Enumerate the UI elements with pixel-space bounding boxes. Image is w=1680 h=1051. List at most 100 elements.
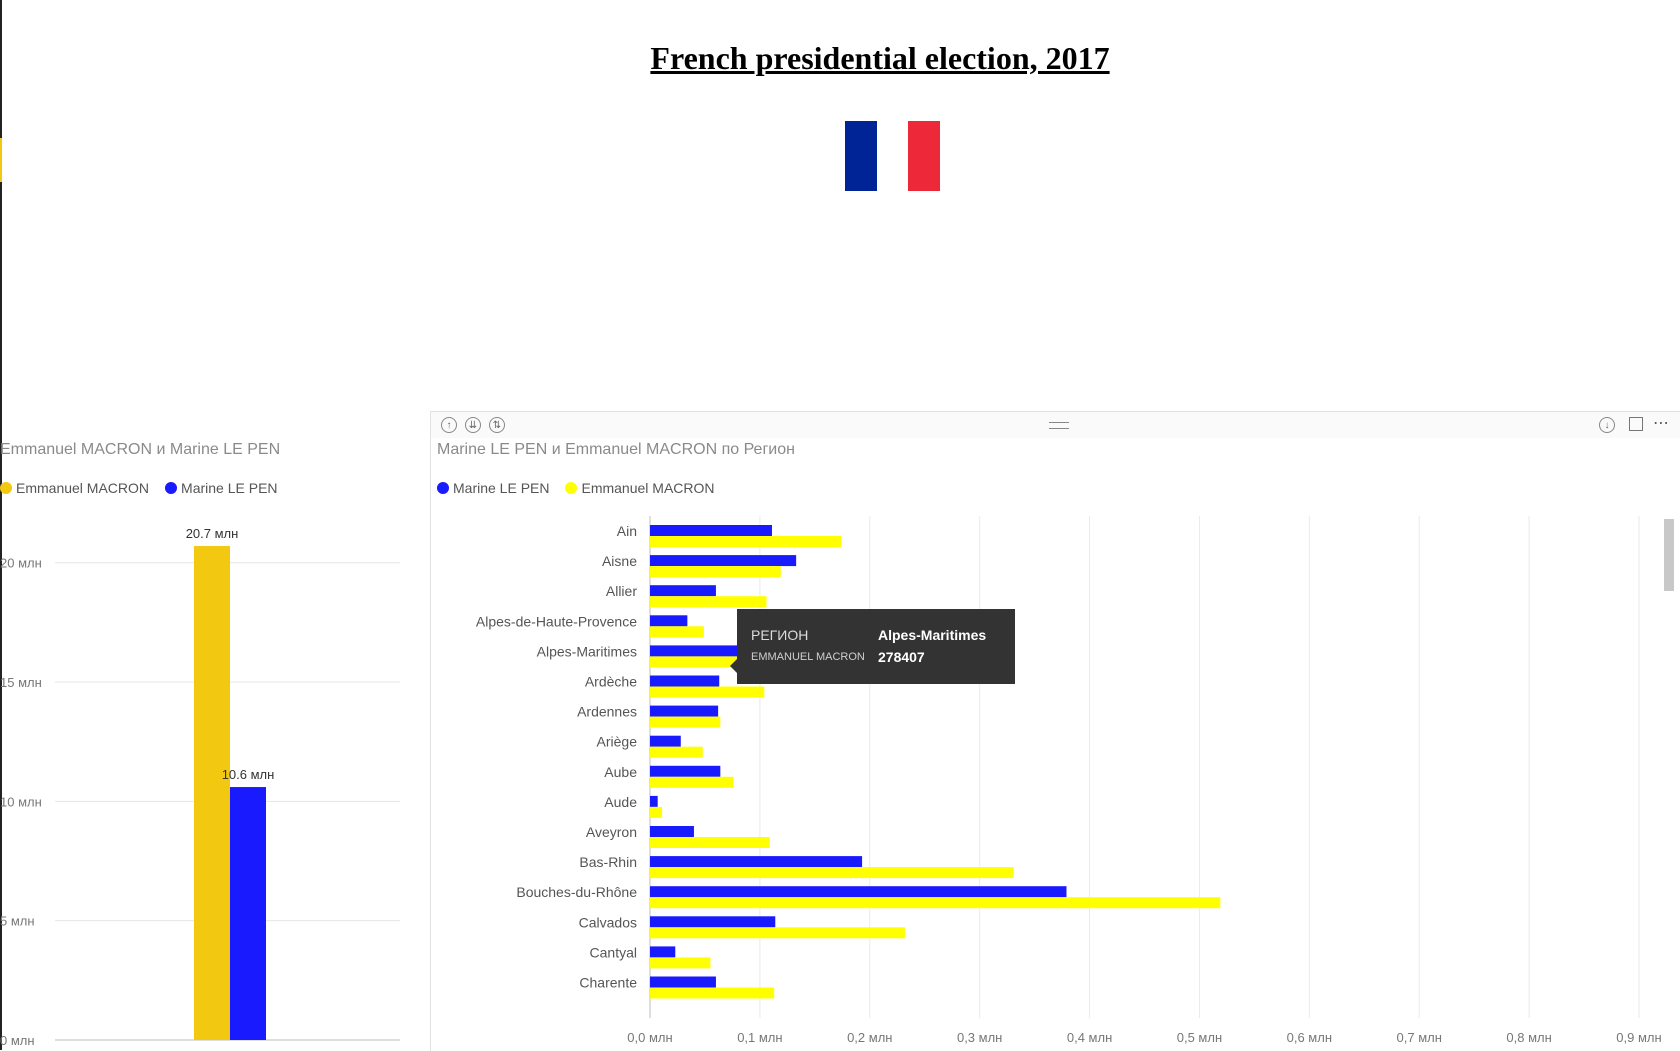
x-tick-label: 0,9 млн [1616,1030,1661,1045]
bar-macron [650,927,905,939]
bar-lepen [650,645,793,657]
category-label: Calvados [579,914,637,930]
category-label: Aveyron [586,824,637,840]
bar-macron [650,957,711,969]
bar-lepen [650,826,694,837]
tooltip-value-region: Alpes-Maritimes [878,627,987,643]
right-bar-chart[interactable]: 0,0 млн 0,1 млн 0,2 млн 0,3 млн 0,4 млн 0,5 м… [431,510,1661,1050]
legend-item-macron[interactable]: Emmanuel MACRON [0,480,149,496]
legend-dot-icon [565,482,578,494]
x-tick-label: 0,7 млн [1397,1030,1442,1045]
flag-red-band [908,121,940,191]
y-tick-label: 15 млн [0,675,42,690]
flag-white-band [877,121,909,191]
category-label: Allier [606,583,637,599]
bar-macron [650,626,704,638]
x-tick-label: 0,6 млн [1287,1030,1332,1045]
vertical-scrollbar[interactable] [1662,517,1676,1050]
left-chart-title: Emmanuel MACRON и Marine LE PEN [0,441,281,458]
legend-label: Emmanuel MACRON [581,480,715,496]
window-edge [0,0,2,1050]
bar-lepen [650,856,863,868]
page-title: French presidential election, 2017 [650,40,1110,76]
bar-macron [650,867,1014,879]
category-label: Ain [617,523,637,539]
visual-header: ↑ ⇊ ⇅ ↓ ⋯ [431,412,1680,438]
legend-dot-icon [165,482,178,494]
category-label: Cantyal [590,944,637,960]
bar-lepen [230,787,266,1040]
bar-lepen [650,675,720,687]
bar-macron [650,686,765,698]
bar-macron [650,566,781,578]
bar-macron [650,987,775,999]
bar-lepen [650,795,658,807]
bar-lepen [650,525,772,536]
x-tick-label: 0,5 млн [1177,1030,1222,1045]
focus-mode-icon[interactable] [1629,417,1643,431]
tooltip: РЕГИОН Alpes-Maritimes EMMANUEL MACRON 2… [730,609,1015,684]
category-label: Aisne [602,553,637,569]
right-visual-container: ↑ ⇊ ⇅ ↓ ⋯ [430,411,1680,1051]
legend-item-lepen[interactable]: Marine LE PEN [165,480,278,496]
left-column-chart[interactable]: 0 млн 5 млн 10 млн 15 млн 20 млн 20.7 млн 10.6… [0,515,410,1050]
bar-macron [650,806,663,818]
category-label: Charente [579,975,637,991]
x-tick-label: 0,4 млн [1067,1030,1112,1045]
y-tick-label: 10 млн [0,794,42,809]
x-tick-label: 0,0 млн [627,1030,672,1045]
legend-label: Emmanuel MACRON [16,480,150,496]
tooltip-arrow [730,659,737,673]
bar-lepen [650,585,716,597]
bar-lepen [650,765,721,777]
bar-macron [194,546,230,1040]
legend-label: Marine LE PEN [181,480,278,496]
window-edge-accent [0,138,2,182]
bar-macron [650,716,721,728]
drill-down-icon[interactable]: ↓ [1599,417,1615,433]
bar-lepen [650,916,776,928]
bar-macron [650,897,1221,909]
drag-handle-icon[interactable] [1049,422,1069,429]
bar-lepen [650,886,1067,898]
data-label: 20.7 млн [186,526,239,541]
x-tick-label: 0,8 млн [1506,1030,1551,1045]
y-tick-label: 0 млн [0,1033,35,1048]
tooltip-value-measure: 278407 [878,649,925,665]
bar-lepen [650,735,681,747]
right-chart-legend: Marine LE PEN Emmanuel MACRON [437,480,731,496]
bar-macron [650,746,703,758]
tooltip-key-region: РЕГИОН [751,627,809,643]
bar-macron [650,776,734,788]
french-flag [845,121,940,191]
scrollbar-thumb[interactable] [1664,519,1674,591]
category-label: Aube [604,764,637,780]
right-chart-title: Marine LE PEN и Emmanuel MACRON по Регио… [437,441,795,458]
more-options-icon[interactable]: ⋯ [1653,415,1670,432]
x-tick-label: 0,1 млн [737,1030,782,1045]
legend-label: Marine LE PEN [453,480,550,496]
bar-lepen [650,705,719,717]
data-label: 10.6 млн [222,767,275,782]
drill-mode-icon[interactable]: ⇅ [489,417,505,433]
y-tick-label: 20 млн [0,556,42,571]
category-label: Alpes-Maritimes [537,643,637,659]
expand-all-icon[interactable]: ⇊ [465,417,481,433]
bar-macron [650,536,842,547]
legend-dot-icon [0,482,12,494]
legend-item-macron[interactable]: Emmanuel MACRON [565,480,715,496]
category-label: Bouches-du-Rhône [516,884,637,900]
x-tick-label: 0,3 млн [957,1030,1002,1045]
category-label: Alpes-de-Haute-Provence [476,613,637,629]
category-label: Bas-Rhin [579,854,637,870]
legend-item-lepen[interactable]: Marine LE PEN [437,480,549,496]
category-label: Aude [604,794,637,810]
x-tick-label: 0,2 млн [847,1030,892,1045]
legend-dot-icon [437,482,449,494]
bar-lepen [650,976,716,988]
category-label: Ardèche [585,674,637,690]
y-tick-label: 5 млн [0,914,35,929]
tooltip-key-measure: EMMANUEL MACRON [751,651,865,663]
flag-blue-band [845,121,877,191]
drill-up-icon[interactable]: ↑ [441,417,457,433]
